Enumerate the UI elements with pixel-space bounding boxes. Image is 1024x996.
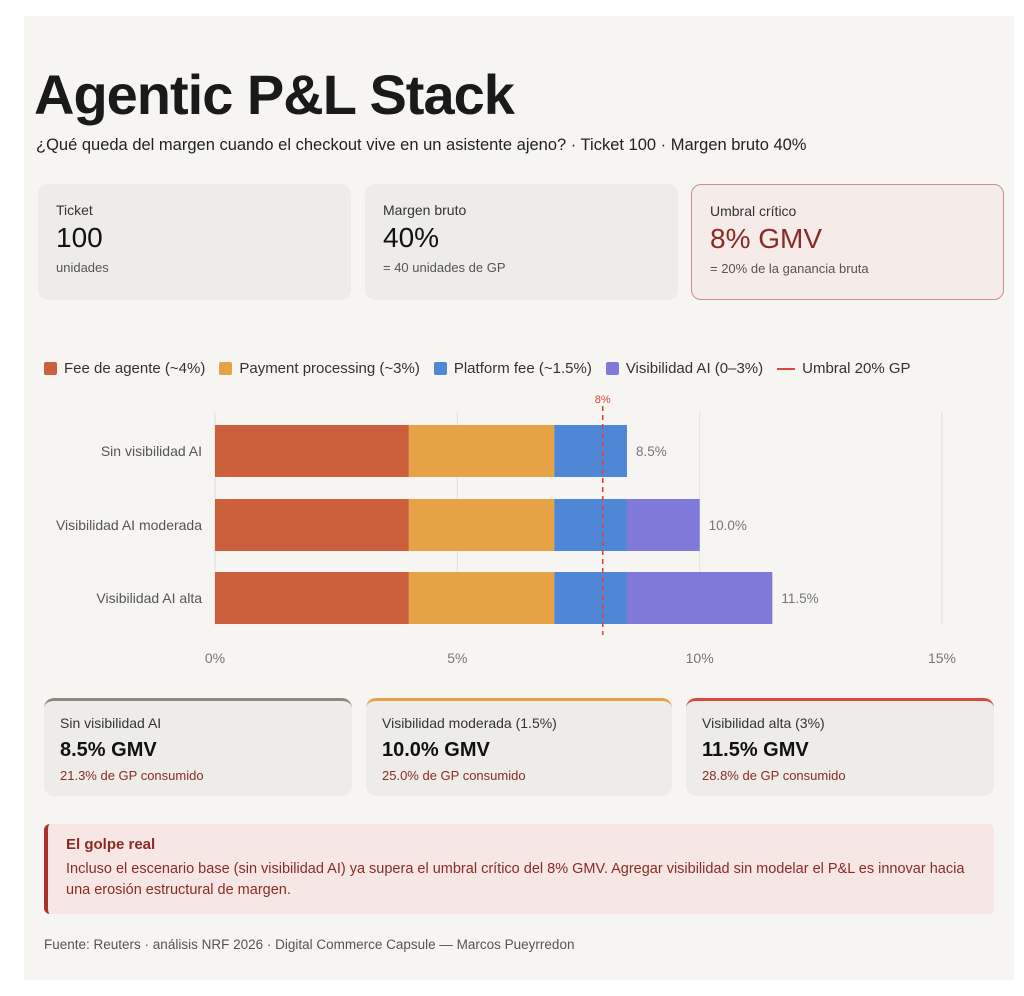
scenario-note: 25.0% de GP consumido: [382, 768, 526, 783]
legend-label: Payment processing (~3%): [239, 360, 420, 377]
kpi-label: Ticket: [56, 202, 93, 218]
legend-swatch: [605, 362, 619, 375]
legend-swatch: [219, 362, 233, 375]
bar-segment: [554, 499, 627, 551]
scenario-label: Visibilidad alta (3%): [702, 715, 825, 731]
kpi-note: = 20% de la ganancia bruta: [710, 261, 869, 276]
scenario-value: 8.5% GMV: [60, 739, 157, 761]
chart-legend: Fee de agente (~4%) Payment processing (…: [44, 360, 911, 377]
legend-item: Umbral 20% GP: [777, 360, 911, 377]
bar-segment: [215, 499, 409, 551]
legend-swatch: [433, 362, 447, 375]
bar-segment: [626, 499, 700, 551]
scenario-card-base: Sin visibilidad AI 8.5% GMV 21.3% de GP …: [44, 698, 352, 796]
page-subtitle: ¿Qué queda del margen cuando el checkout…: [36, 136, 807, 154]
kpi-card-threshold: Umbral crítico 8% GMV = 20% de la gananc…: [691, 184, 1004, 300]
kpi-card-margin: Margen bruto 40% = 40 unidades de GP: [365, 184, 678, 300]
scenario-label: Sin visibilidad AI: [60, 715, 162, 731]
insight-callout: El golpe real Incluso el escenario base …: [44, 824, 994, 914]
bar-segment: [554, 572, 627, 624]
scenario-note: 28.8% de GP consumido: [702, 768, 846, 783]
scenario-card-moderate: Visibilidad moderada (1.5%) 10.0% GMV 25…: [366, 698, 672, 796]
bar-segment: [408, 425, 555, 477]
x-tick-label: 10%: [686, 650, 714, 666]
stacked-bar-chart: 0% 5% 10% 15% Sin visibilidad AI 8.5% Visibili…: [56, 394, 956, 666]
page-title: Agentic P&L Stack: [34, 63, 515, 126]
bar-segment: [215, 572, 409, 624]
legend-item: Visibilidad AI (0–3%): [605, 360, 764, 377]
bar-total-label: 8.5%: [636, 444, 667, 459]
kpi-label: Umbral crítico: [710, 203, 797, 219]
bar-segment: [215, 425, 409, 477]
kpi-value: 8% GMV: [710, 223, 823, 254]
report-card: [24, 16, 1014, 980]
legend-label: Visibilidad AI (0–3%): [625, 360, 764, 377]
scenario-note: 21.3% de GP consumido: [60, 768, 204, 783]
legend-label: Platform fee (~1.5%): [453, 360, 592, 377]
legend-line-swatch: [777, 367, 796, 370]
kpi-card-ticket: Ticket 100 unidades: [38, 184, 351, 300]
bar-total-label: 11.5%: [781, 591, 818, 606]
legend-item: Payment processing (~3%): [219, 360, 420, 377]
scenario-value: 11.5% GMV: [702, 739, 809, 761]
x-tick-label: 0%: [205, 650, 225, 666]
bar-segment: [408, 572, 555, 624]
x-tick-label: 5%: [447, 650, 467, 666]
kpi-value: 40%: [383, 222, 440, 253]
callout-body: Incluso el escenario base (sin visibilid…: [66, 861, 965, 898]
bar-segment: [408, 499, 555, 551]
legend-item: Fee de agente (~4%): [44, 360, 205, 377]
threshold-label: 8%: [595, 394, 611, 406]
kpi-note: unidades: [56, 260, 109, 275]
bar-segment: [626, 572, 773, 624]
legend-item: Platform fee (~1.5%): [433, 360, 592, 377]
bar-total-label: 10.0%: [709, 518, 747, 533]
callout-title: El golpe real: [66, 836, 156, 853]
kpi-note: = 40 unidades de GP: [383, 260, 506, 275]
category-label: Visibilidad AI moderada: [56, 517, 202, 533]
legend-label: Fee de agente (~4%): [64, 360, 206, 377]
scenario-value: 10.0% GMV: [382, 739, 490, 761]
bar-segment: [554, 425, 627, 477]
source-note: Fuente: Reuters · análisis NRF 2026 · Di…: [44, 937, 575, 952]
kpi-value: 100: [56, 222, 103, 253]
category-label: Sin visibilidad AI: [101, 443, 202, 459]
scenario-card-high: Visibilidad alta (3%) 11.5% GMV 28.8% de…: [686, 698, 994, 796]
legend-swatch: [44, 362, 57, 375]
scenario-label: Visibilidad moderada (1.5%): [382, 715, 557, 731]
category-label: Visibilidad AI alta: [96, 590, 202, 606]
x-tick-label: 15%: [928, 650, 956, 666]
legend-label: Umbral 20% GP: [802, 360, 911, 377]
kpi-label: Margen bruto: [383, 202, 467, 218]
